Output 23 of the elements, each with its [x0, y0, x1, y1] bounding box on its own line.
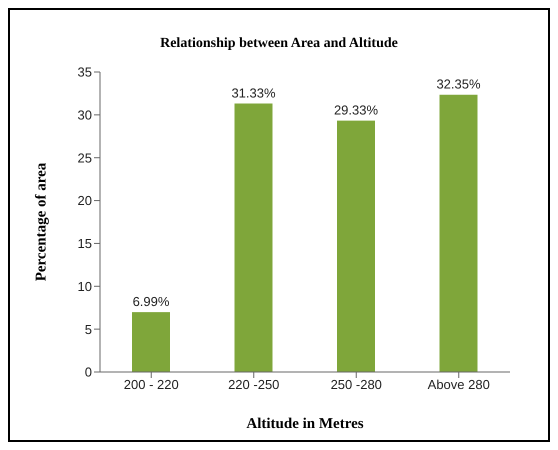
y-tick-label: 30: [78, 107, 92, 122]
y-axis-title: Percentage of area: [33, 162, 50, 282]
y-tick-label: 10: [78, 278, 92, 294]
bar: [234, 103, 272, 372]
bar: [337, 120, 375, 372]
data-label: 29.33%: [334, 102, 378, 118]
y-tick-label: 20: [78, 193, 92, 208]
x-tick-label: 220 -250: [228, 377, 280, 392]
data-label: 31.33%: [231, 85, 276, 100]
x-tick-label: Above 280: [428, 377, 490, 392]
x-axis-title: Altitude in Metres: [246, 416, 364, 432]
bar: [440, 94, 478, 372]
y-tick-label: 35: [78, 64, 92, 80]
data-label: 32.35%: [436, 76, 481, 92]
data-label: 6.99%: [132, 294, 170, 310]
bar: [132, 312, 170, 372]
y-tick-label: 15: [78, 236, 92, 252]
x-tick-label: 250 -280: [330, 377, 382, 392]
y-tick-label: 25: [78, 150, 92, 166]
y-tick-label: 5: [84, 322, 92, 337]
x-tick-label: 200 - 220: [124, 377, 179, 392]
y-tick-label: 0: [84, 364, 92, 380]
chart-title: Relationship between Area and Altitude: [159, 35, 399, 52]
